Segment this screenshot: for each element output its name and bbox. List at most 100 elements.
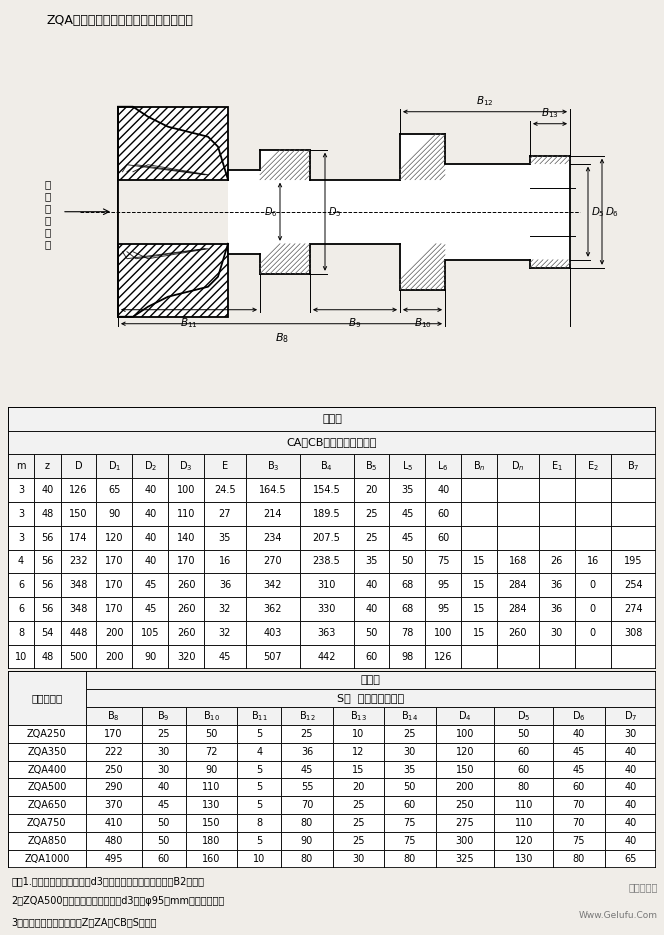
Text: 270: 270 xyxy=(264,556,282,567)
Bar xyxy=(8,550,35,573)
Bar xyxy=(539,645,575,669)
Text: 189.5: 189.5 xyxy=(313,509,341,519)
Bar xyxy=(86,797,141,814)
Bar xyxy=(333,850,384,868)
Text: 260: 260 xyxy=(177,604,195,614)
Text: 心: 心 xyxy=(45,226,51,237)
Bar xyxy=(8,832,86,850)
Bar xyxy=(384,760,436,779)
Text: 12: 12 xyxy=(352,747,365,756)
Text: 56: 56 xyxy=(41,604,54,614)
Text: 50: 50 xyxy=(157,818,170,828)
Bar xyxy=(605,742,656,760)
Bar xyxy=(353,525,389,550)
Bar xyxy=(60,454,96,478)
Bar xyxy=(237,850,282,868)
Text: ZQA650: ZQA650 xyxy=(27,800,66,811)
Text: z: z xyxy=(45,461,50,471)
Bar xyxy=(168,645,204,669)
Bar xyxy=(384,832,436,850)
Bar xyxy=(539,597,575,621)
Text: 50: 50 xyxy=(517,728,530,739)
Bar xyxy=(605,760,656,779)
Text: 35: 35 xyxy=(404,765,416,774)
Text: 5: 5 xyxy=(256,765,262,774)
Bar xyxy=(353,597,389,621)
Text: 30: 30 xyxy=(404,747,416,756)
Text: B$_{12}$: B$_{12}$ xyxy=(299,709,315,723)
Bar xyxy=(204,502,246,525)
Bar xyxy=(353,621,389,645)
Bar xyxy=(86,671,656,689)
Text: 15: 15 xyxy=(473,556,485,567)
Text: 40: 40 xyxy=(157,783,170,792)
Text: 362: 362 xyxy=(264,604,282,614)
Bar xyxy=(35,454,60,478)
Text: 减: 减 xyxy=(45,179,51,189)
Text: 110: 110 xyxy=(177,509,195,519)
Bar xyxy=(353,478,389,502)
Bar xyxy=(389,502,425,525)
Text: 507: 507 xyxy=(264,652,282,662)
Text: 75: 75 xyxy=(404,836,416,846)
Text: 72: 72 xyxy=(205,747,218,756)
Bar xyxy=(141,832,186,850)
Bar xyxy=(389,478,425,502)
Bar xyxy=(495,814,553,832)
Bar xyxy=(384,742,436,760)
Bar xyxy=(575,597,611,621)
Text: 154.5: 154.5 xyxy=(313,485,341,495)
Text: 30: 30 xyxy=(157,747,170,756)
Text: $B_8$: $B_8$ xyxy=(274,331,288,344)
Text: 55: 55 xyxy=(301,783,313,792)
Bar xyxy=(539,502,575,525)
Text: 35: 35 xyxy=(219,533,231,542)
Bar xyxy=(299,621,353,645)
Bar xyxy=(96,478,132,502)
Bar xyxy=(575,454,611,478)
Bar xyxy=(8,725,86,742)
Bar xyxy=(35,550,60,573)
Bar xyxy=(118,107,228,317)
Text: 3: 3 xyxy=(18,533,24,542)
Bar xyxy=(8,850,86,868)
Text: $B_{13}$: $B_{13}$ xyxy=(541,106,559,120)
Text: 10: 10 xyxy=(253,854,266,864)
Text: ZQA1000: ZQA1000 xyxy=(24,854,70,864)
Bar xyxy=(425,502,461,525)
Text: 80: 80 xyxy=(301,818,313,828)
Bar xyxy=(389,573,425,597)
Text: 448: 448 xyxy=(69,627,88,638)
Bar xyxy=(436,832,495,850)
Text: 54: 54 xyxy=(41,627,54,638)
Text: 48: 48 xyxy=(41,509,54,519)
Bar xyxy=(282,725,333,742)
Text: 290: 290 xyxy=(104,783,123,792)
Text: 线: 线 xyxy=(45,238,51,249)
Text: $B_{12}$: $B_{12}$ xyxy=(476,94,494,108)
Bar xyxy=(299,454,353,478)
Text: 370: 370 xyxy=(104,800,123,811)
Bar xyxy=(553,814,605,832)
Text: 器: 器 xyxy=(45,203,51,213)
Text: 4: 4 xyxy=(18,556,24,567)
Bar xyxy=(605,832,656,850)
Bar xyxy=(35,645,60,669)
Bar xyxy=(436,707,495,725)
Text: 60: 60 xyxy=(157,854,170,864)
Bar xyxy=(8,454,35,478)
Bar xyxy=(186,707,237,725)
Text: 40: 40 xyxy=(365,604,378,614)
Text: 输出轴: 输出轴 xyxy=(322,413,342,424)
Text: 中: 中 xyxy=(45,215,51,224)
Text: 110: 110 xyxy=(203,783,220,792)
Bar xyxy=(35,573,60,597)
Bar xyxy=(237,760,282,779)
Text: 100: 100 xyxy=(177,485,195,495)
Text: 40: 40 xyxy=(573,728,585,739)
Text: 325: 325 xyxy=(456,854,474,864)
Bar xyxy=(553,797,605,814)
Bar xyxy=(8,525,35,550)
Text: 500: 500 xyxy=(69,652,88,662)
Text: 140: 140 xyxy=(177,533,195,542)
